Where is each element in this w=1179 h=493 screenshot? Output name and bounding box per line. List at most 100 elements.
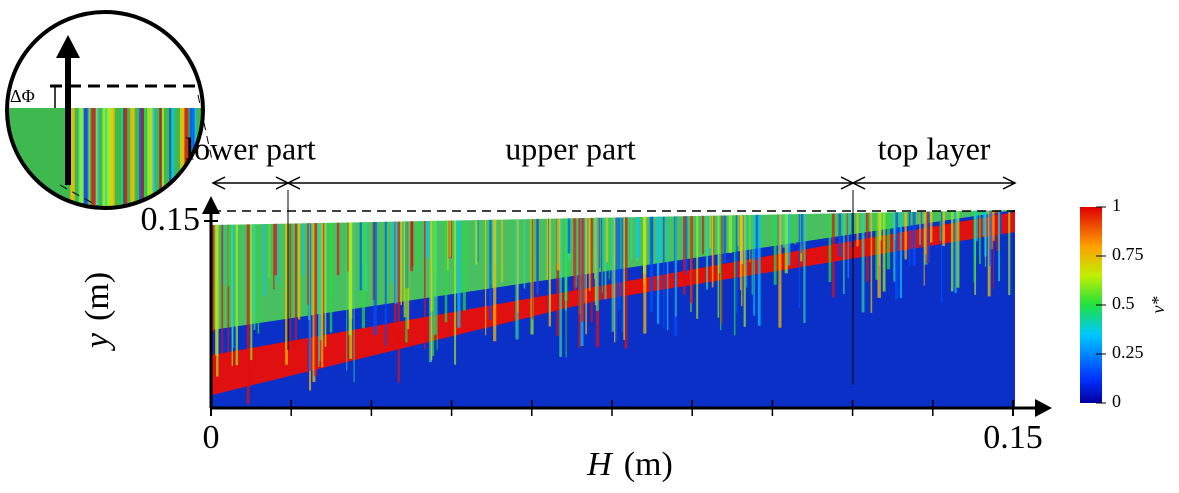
stripe: [713, 210, 715, 284]
stripe: [454, 210, 457, 365]
stripe: [711, 210, 714, 288]
stripe: [273, 210, 275, 290]
stripe: [184, 108, 189, 208]
stripe: [831, 210, 835, 298]
stripe: [828, 210, 832, 282]
stripe: [324, 210, 327, 347]
stripe: [491, 210, 493, 285]
stripe: [861, 210, 865, 313]
stripe: [879, 210, 882, 241]
stripe: [987, 210, 991, 297]
stripe: [96, 108, 99, 208]
stripe: [221, 210, 224, 366]
stripe: [329, 210, 333, 333]
stripe: [649, 210, 654, 312]
stripe: [141, 108, 144, 208]
stripe: [974, 210, 978, 241]
stripe: [489, 210, 493, 320]
stripe: [222, 210, 225, 284]
stripe: [666, 210, 669, 331]
velocity-field: [212, 210, 1015, 407]
stripe: [257, 210, 260, 334]
stripe: [753, 210, 755, 316]
x-tick-label: 0: [203, 419, 220, 456]
stripe: [285, 210, 288, 365]
stripe: [989, 210, 992, 266]
colorbar-tick-label: 0: [1112, 391, 1121, 411]
stripe: [751, 210, 753, 295]
stripe: [347, 210, 349, 272]
stripe: [353, 210, 355, 383]
stripe: [169, 108, 172, 208]
y-axis-label: y (m): [79, 272, 116, 351]
stripe: [605, 210, 609, 263]
stripe: [942, 210, 945, 247]
stripe: [617, 210, 621, 310]
stripe: [706, 210, 709, 290]
stripe: [623, 210, 625, 340]
stripe: [856, 210, 859, 247]
stripe: [250, 210, 253, 361]
stripe: [426, 210, 430, 259]
stripe: [307, 210, 309, 305]
stripe: [870, 210, 873, 313]
stripe: [604, 210, 607, 300]
stripe: [723, 210, 727, 264]
stripe: [1008, 210, 1011, 296]
region-label: lower part: [185, 130, 316, 166]
stripe: [994, 210, 997, 242]
zoom-line: [59, 184, 106, 211]
arrowhead: [211, 176, 226, 190]
stripe: [992, 210, 995, 289]
stripe: [431, 210, 435, 356]
stripe: [904, 210, 907, 260]
stripe: [642, 210, 647, 274]
stripe: [161, 108, 165, 208]
stripe: [308, 210, 311, 321]
stripe: [886, 210, 891, 270]
stripe: [322, 210, 325, 354]
stripe: [269, 210, 271, 286]
stripe: [361, 210, 365, 329]
stripe: [581, 210, 585, 322]
stripe: [588, 210, 591, 291]
stripe: [636, 210, 640, 258]
stripe: [613, 210, 616, 343]
stripe: [548, 210, 552, 327]
stripe: [954, 210, 957, 294]
stripe: [875, 210, 879, 280]
stripe: [801, 210, 805, 245]
stripe: [755, 210, 759, 261]
stripe: [109, 108, 115, 208]
stripe: [536, 210, 539, 294]
stripe: [787, 210, 791, 266]
stripe: [430, 210, 433, 361]
stripe: [701, 210, 704, 255]
stripe: [600, 210, 603, 300]
inset-label: ΔΦ: [10, 86, 35, 106]
stripe: [773, 210, 777, 285]
stripe: [735, 210, 738, 314]
stripe: [757, 210, 761, 326]
stripe: [739, 210, 744, 265]
stripe: [733, 210, 736, 336]
stripe: [548, 210, 550, 317]
stripe: [319, 210, 323, 341]
stripe: [457, 210, 461, 328]
stripe: [894, 210, 896, 241]
stripe: [391, 210, 394, 284]
stripe: [252, 210, 255, 314]
stripe: [477, 210, 479, 263]
stripe: [444, 210, 448, 323]
stripe: [149, 108, 154, 208]
stripe: [923, 210, 925, 286]
stripe: [107, 108, 112, 208]
stripe: [273, 210, 278, 276]
stripe: [501, 210, 503, 283]
stripe: [179, 108, 185, 208]
stripe: [782, 210, 786, 248]
stripe: [899, 210, 903, 299]
stripe: [565, 210, 567, 358]
y-var: y: [79, 332, 116, 351]
stripe: [424, 210, 426, 349]
